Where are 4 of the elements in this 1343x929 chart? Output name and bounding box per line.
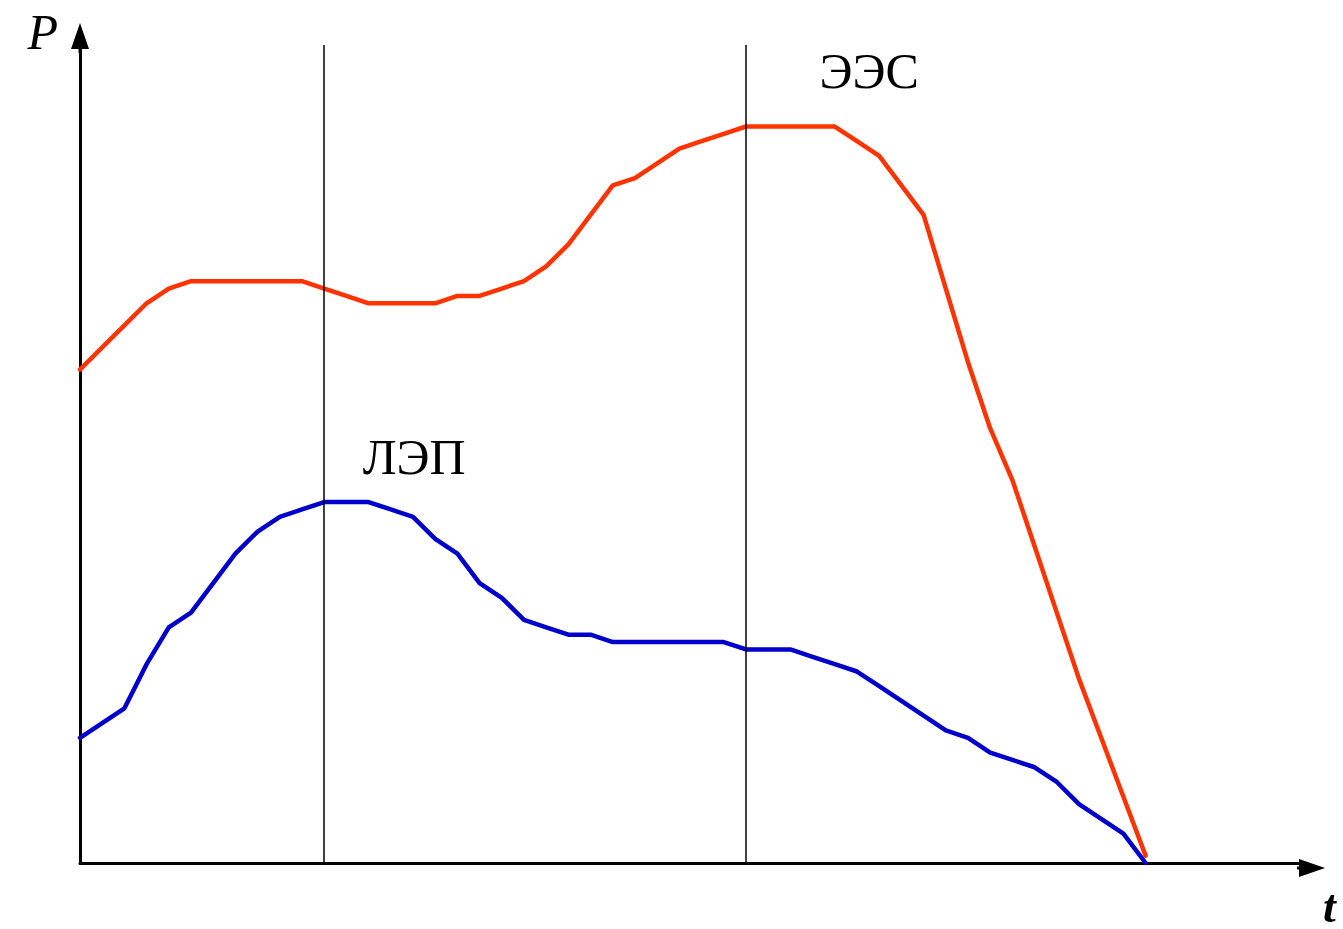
x-axis-title: t <box>1323 880 1337 929</box>
series-label: ЛЭП <box>362 429 466 486</box>
series-label: ЭЭС <box>819 42 919 99</box>
y-axis-title: P <box>26 4 58 60</box>
